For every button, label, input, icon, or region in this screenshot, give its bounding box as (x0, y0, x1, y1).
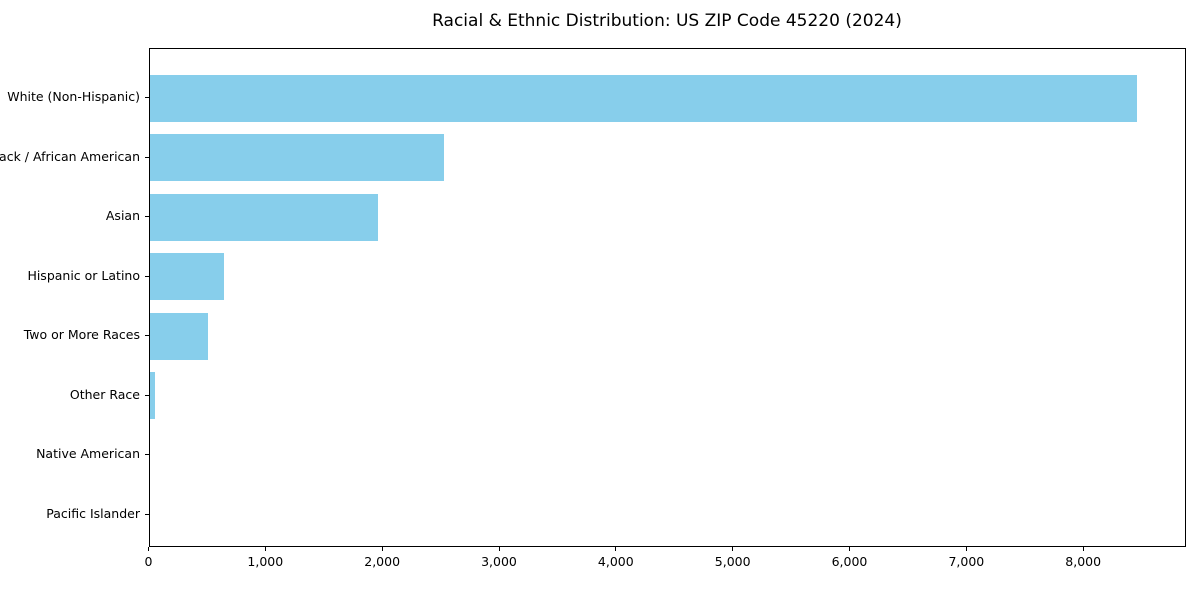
chart-title: Racial & Ethnic Distribution: US ZIP Cod… (432, 11, 902, 31)
x-tick-label: 5,000 (714, 554, 751, 569)
y-tick-mark (144, 216, 149, 218)
x-tick-label: 3,000 (481, 554, 517, 569)
x-tick-label: 8,000 (1065, 554, 1102, 569)
bar-black-african-american (149, 134, 444, 182)
x-tick-label: 0 (144, 554, 153, 569)
y-axis-label: White (Non-Hispanic) (7, 89, 140, 104)
x-tick-mark (264, 547, 266, 551)
plot-area (148, 48, 1186, 547)
x-tick-mark (498, 547, 500, 551)
x-tick-mark (381, 547, 383, 551)
bar-hispanic-or-latino (149, 253, 225, 301)
y-axis-label: Hispanic or Latino (27, 267, 140, 283)
y-axis-label: Asian (105, 208, 140, 224)
x-tick-label: 4,000 (597, 554, 634, 569)
x-tick-mark (965, 547, 967, 551)
bar-two-or-more-races (149, 312, 208, 360)
x-tick-mark (849, 547, 850, 551)
y-tick-mark (144, 275, 149, 277)
x-tick-label: 7,000 (948, 554, 985, 569)
bar-asian (149, 193, 379, 241)
y-tick-mark (144, 97, 149, 98)
bar-white-non-hispanic (149, 74, 1137, 122)
y-axis-label: Native American (36, 446, 140, 462)
x-tick-mark (732, 547, 734, 551)
x-tick-label: 6,000 (831, 554, 868, 569)
bar-other-race (149, 372, 156, 420)
y-axis-label: Two or More Races (23, 327, 140, 343)
y-tick-mark (144, 394, 149, 396)
x-tick-mark (1082, 547, 1084, 551)
x-tick-label: 2,000 (364, 554, 401, 569)
y-tick-mark (144, 335, 149, 337)
y-tick-mark (144, 513, 149, 515)
y-axis-label: Other Race (69, 386, 140, 402)
x-tick-mark (148, 547, 149, 551)
y-tick-mark (144, 156, 149, 158)
y-axis-label: Pacific Islander (46, 505, 140, 521)
y-tick-mark (144, 454, 149, 456)
y-axis: White (Non-Hispanic) Black / African Amer… (0, 0, 140, 600)
x-tick-mark (615, 547, 617, 551)
x-tick-label: 1,000 (247, 554, 284, 569)
y-axis-label: Black / African American (0, 148, 140, 164)
